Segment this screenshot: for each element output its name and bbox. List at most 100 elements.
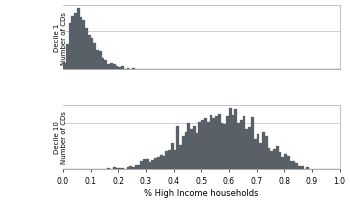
Bar <box>295 164 298 169</box>
Bar <box>77 9 79 70</box>
Bar <box>110 63 113 70</box>
Bar <box>130 69 132 70</box>
Bar <box>135 165 138 169</box>
Bar <box>176 126 179 169</box>
Bar <box>290 161 293 169</box>
Bar <box>265 136 268 169</box>
Bar <box>193 126 196 169</box>
Bar <box>207 123 210 169</box>
Bar <box>254 139 257 169</box>
Bar <box>188 124 190 169</box>
Bar <box>223 124 226 169</box>
Bar <box>276 146 279 169</box>
Bar <box>152 160 154 169</box>
Bar <box>130 166 132 169</box>
Bar <box>69 24 71 70</box>
Bar <box>220 124 223 169</box>
Bar <box>298 166 301 169</box>
Bar <box>243 116 245 169</box>
Bar <box>251 117 254 169</box>
Bar <box>140 161 143 169</box>
Bar <box>124 69 127 70</box>
Bar <box>154 158 157 169</box>
Bar <box>143 159 146 169</box>
Bar <box>104 60 107 70</box>
Bar <box>160 155 162 169</box>
Bar <box>257 135 259 169</box>
Bar <box>182 136 185 169</box>
Bar <box>93 44 96 70</box>
Bar <box>262 133 265 169</box>
Bar <box>99 52 102 70</box>
Bar <box>121 67 124 70</box>
Bar <box>113 64 116 70</box>
Bar <box>121 168 124 169</box>
Bar <box>63 63 66 70</box>
Bar <box>85 29 88 70</box>
Bar <box>165 151 168 169</box>
Bar <box>132 167 135 169</box>
Bar <box>162 156 165 169</box>
Bar <box>149 163 152 169</box>
Bar <box>237 124 240 169</box>
Bar <box>132 69 135 70</box>
Bar <box>273 149 276 169</box>
Bar <box>240 120 243 169</box>
Bar <box>168 150 171 169</box>
Bar <box>284 154 287 169</box>
Bar <box>210 115 212 169</box>
Bar <box>268 148 270 169</box>
Bar <box>96 50 99 70</box>
Bar <box>82 20 85 70</box>
Bar <box>174 150 176 169</box>
Bar <box>66 45 69 70</box>
Bar <box>102 59 105 70</box>
Bar <box>190 129 193 169</box>
Bar <box>79 18 82 70</box>
Bar <box>301 166 303 169</box>
Bar <box>234 110 237 169</box>
Bar <box>71 17 74 70</box>
Bar <box>196 133 198 169</box>
Bar <box>229 108 232 169</box>
Y-axis label: Decile 1
Number of CDs: Decile 1 Number of CDs <box>54 12 67 64</box>
Bar <box>281 157 284 169</box>
Bar <box>146 159 149 169</box>
Bar <box>118 68 121 70</box>
Bar <box>107 65 110 70</box>
Bar <box>135 69 138 70</box>
Bar <box>185 133 188 169</box>
Bar <box>198 123 201 169</box>
Bar <box>107 168 110 169</box>
Y-axis label: Decile 10
Number of CDs: Decile 10 Number of CDs <box>54 111 67 163</box>
Bar <box>306 167 309 169</box>
Bar <box>245 129 248 169</box>
Bar <box>287 156 290 169</box>
Bar <box>212 118 215 169</box>
Bar <box>226 116 229 169</box>
Bar <box>279 153 281 169</box>
Bar <box>204 118 207 169</box>
Bar <box>293 161 295 169</box>
Bar <box>232 115 235 169</box>
Bar <box>116 168 118 169</box>
Bar <box>113 167 116 169</box>
Bar <box>91 39 93 70</box>
Bar <box>127 167 130 169</box>
Bar <box>116 66 118 70</box>
Bar <box>138 165 140 169</box>
Bar <box>127 69 130 70</box>
Bar <box>248 127 251 169</box>
Bar <box>218 115 220 169</box>
Bar <box>171 144 174 169</box>
Bar <box>74 14 77 70</box>
Bar <box>215 116 218 169</box>
X-axis label: % High Income households: % High Income households <box>144 188 259 197</box>
Bar <box>270 152 273 169</box>
Bar <box>88 36 91 70</box>
Bar <box>157 157 160 169</box>
Bar <box>179 145 182 169</box>
Bar <box>201 121 204 169</box>
Bar <box>259 144 262 169</box>
Bar <box>118 168 121 169</box>
